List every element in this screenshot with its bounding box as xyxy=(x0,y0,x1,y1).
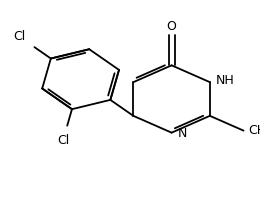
Text: Cl: Cl xyxy=(57,134,69,147)
Text: NH: NH xyxy=(216,74,234,87)
Text: O: O xyxy=(167,20,177,33)
Text: Cl: Cl xyxy=(14,30,26,43)
Text: N: N xyxy=(177,127,187,140)
Text: CH₃: CH₃ xyxy=(248,124,260,137)
